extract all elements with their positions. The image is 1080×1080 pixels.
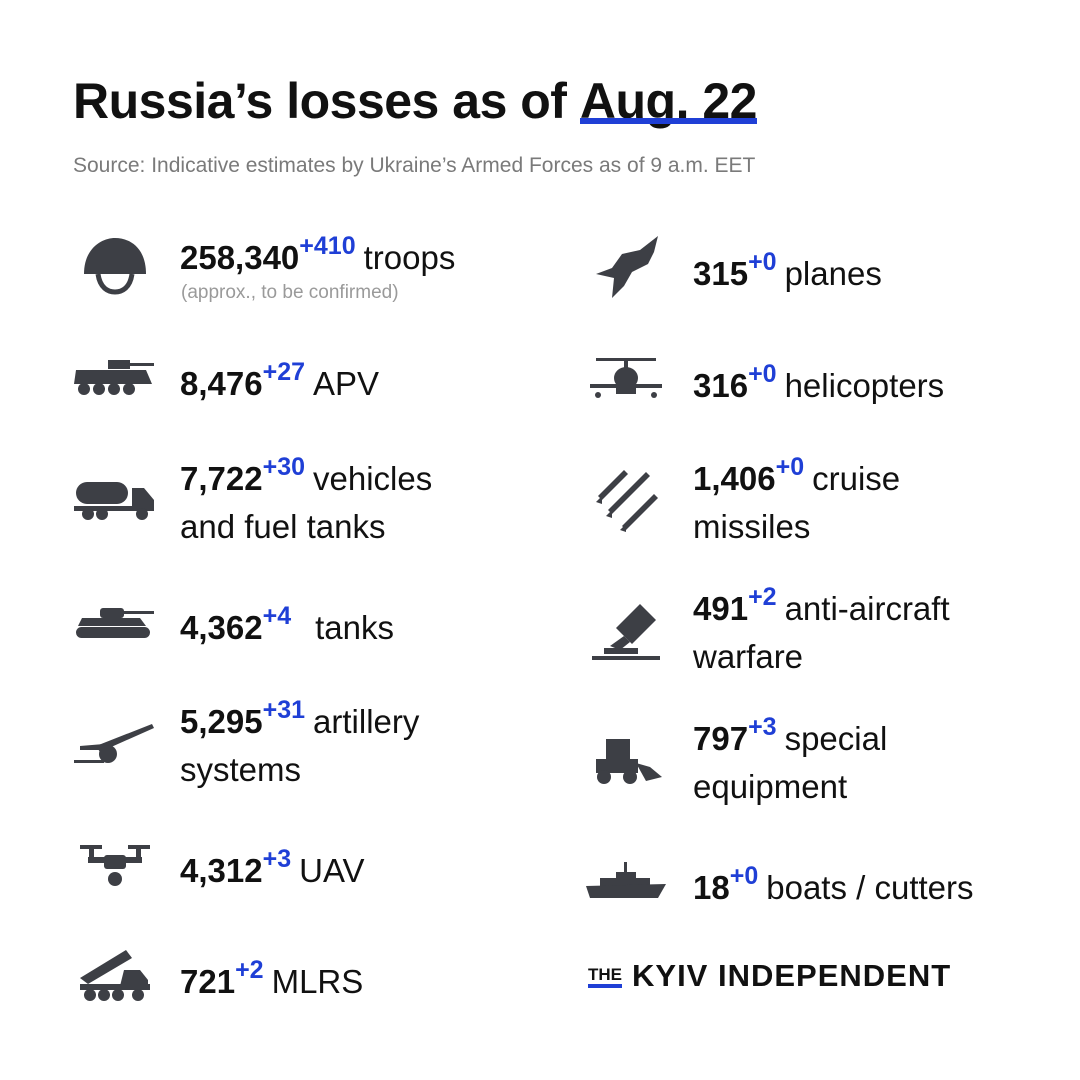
stat-delta: +3 — [748, 713, 777, 741]
fuel-truck-icon — [74, 478, 156, 520]
stat-label-2: warfare — [693, 638, 804, 675]
boat-icon — [586, 860, 668, 902]
stat-value: 4,312 — [180, 852, 263, 889]
stat-label: planes — [784, 255, 882, 292]
stat-value: 7,722 — [180, 460, 263, 497]
stat-delta: +4 — [262, 602, 292, 630]
stat-value: 5,295 — [180, 703, 263, 740]
stat-delta: +2 — [748, 583, 777, 611]
stat-note: (approx., to be confirmed) — [181, 282, 399, 303]
stat-label: MLRS — [271, 963, 364, 1000]
stat-label: APV — [313, 365, 380, 402]
stat-label: troops — [363, 239, 456, 276]
stat-delta: +3 — [262, 845, 292, 873]
stat-label: tanks — [315, 609, 394, 646]
stat-delta: +31 — [262, 696, 306, 724]
logo-the: THE — [588, 966, 622, 988]
stat-label: boats / cutters — [766, 869, 974, 906]
stat-value: 315 — [693, 255, 749, 292]
tank-icon — [74, 606, 156, 640]
missiles-icon — [594, 466, 660, 532]
stat-delta: +410 — [299, 232, 356, 260]
stat-delta: +0 — [729, 862, 759, 890]
stat-label-2: equipment — [693, 768, 848, 805]
title-text: Russia’s losses as of — [73, 73, 567, 129]
page-title: Russia’s losses as of Aug. 22 — [73, 72, 757, 130]
stat-label: artillery — [313, 703, 420, 740]
kyiv-independent-logo: THE KYIV INDEPENDENT — [588, 958, 951, 994]
stat-delta: +2 — [235, 956, 264, 984]
apv-icon — [72, 358, 156, 398]
stat-delta: +0 — [748, 360, 777, 388]
stat-label: UAV — [299, 852, 365, 889]
stat-delta: +30 — [262, 453, 306, 481]
stat-label: anti-aircraft — [784, 590, 950, 627]
stat-value: 258,340 — [180, 239, 300, 276]
stat-label: cruise — [812, 460, 901, 497]
helmet-icon — [80, 234, 150, 298]
stat-value: 491 — [693, 590, 749, 627]
stat-value: 4,362 — [180, 609, 263, 646]
loader-icon — [592, 737, 664, 785]
stat-value: 1,406 — [693, 460, 776, 497]
stat-value: 797 — [693, 720, 749, 757]
stat-value: 8,476 — [180, 365, 263, 402]
drone-icon — [80, 843, 150, 887]
mlrs-icon — [74, 948, 156, 1004]
stat-value: 316 — [693, 367, 749, 404]
stat-label-2: and fuel tanks — [180, 508, 386, 545]
stat-label: special — [784, 720, 888, 757]
anti-aircraft-icon — [590, 600, 662, 662]
stat-value: 721 — [180, 963, 236, 1000]
stat-label: helicopters — [784, 367, 945, 404]
stat-delta: +0 — [775, 453, 805, 481]
title-date: Aug. 22 — [579, 73, 757, 129]
stat-delta: +0 — [748, 248, 777, 276]
stat-label-2: systems — [180, 751, 302, 788]
source-note: Source: Indicative estimates by Ukraine’… — [73, 154, 756, 177]
helicopter-icon — [588, 356, 664, 402]
plane-icon — [592, 234, 662, 304]
artillery-icon — [74, 720, 156, 766]
stat-delta: +27 — [262, 358, 306, 386]
stat-label-2: missiles — [693, 508, 811, 545]
stat-value: 18 — [693, 869, 730, 906]
stat-label: vehicles — [313, 460, 433, 497]
logo-name: KYIV INDEPENDENT — [632, 958, 952, 993]
